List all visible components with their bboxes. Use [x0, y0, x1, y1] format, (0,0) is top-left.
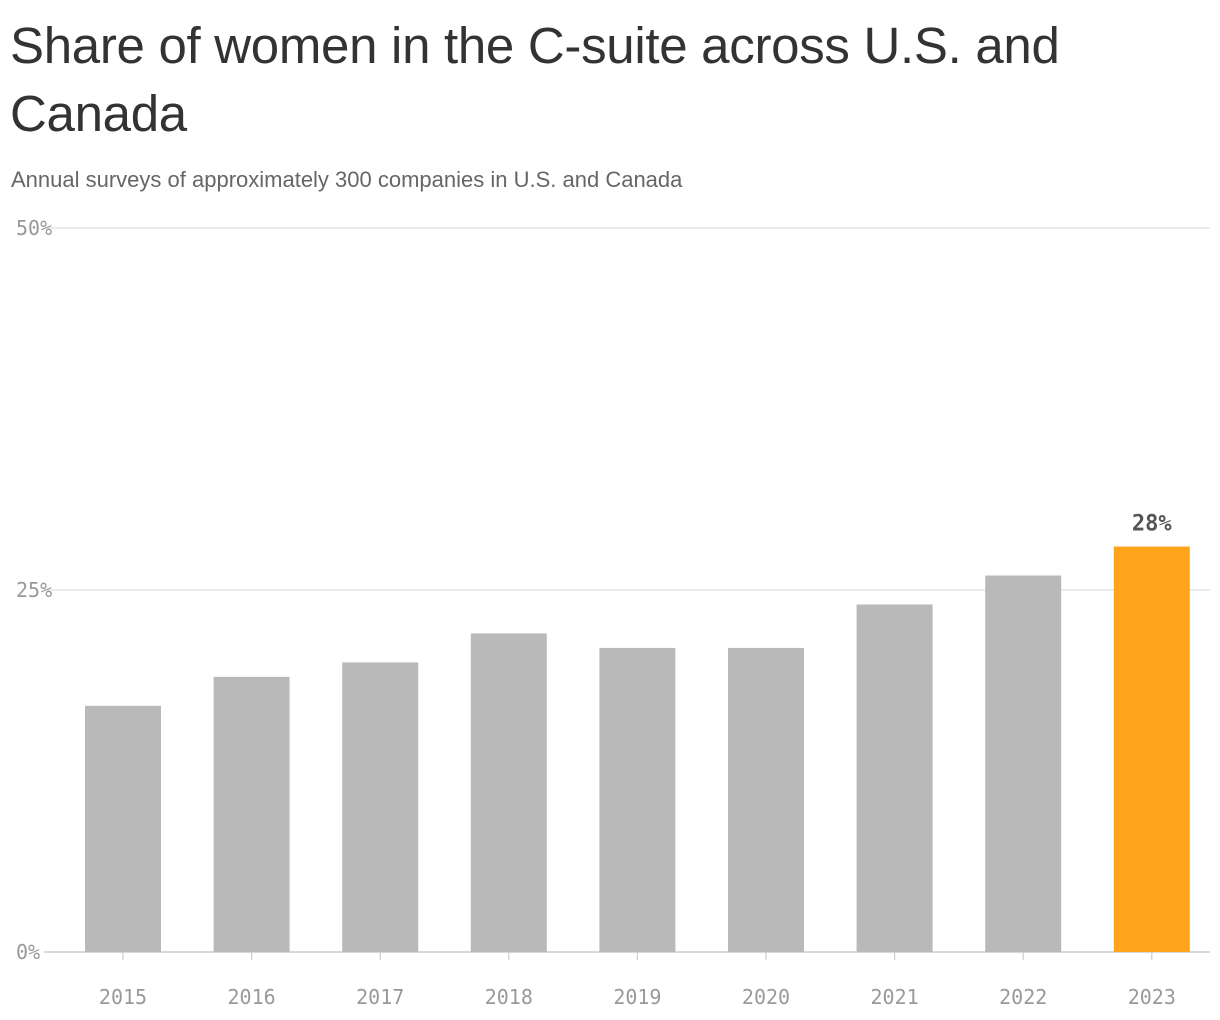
x-axis: 2015 2016 2017 2018 2019 2020 2021 2022 2023 [99, 952, 1176, 1009]
bar-2019 [599, 647, 676, 952]
x-tick-label-2017: 2017 [356, 985, 404, 1009]
x-tick-label-2018: 2018 [485, 985, 533, 1009]
bar-2020 [728, 647, 804, 952]
data-labels: 28% [1132, 512, 1172, 537]
bar-2015 [85, 705, 161, 952]
bar-2021 [856, 604, 933, 952]
x-tick-label-2022: 2022 [999, 985, 1047, 1009]
chart-title: Share of women in the C-suite across U.S… [10, 17, 1060, 142]
chart-subtitle: Annual surveys of approximately 300 comp… [11, 167, 683, 192]
bar-2017 [342, 662, 419, 952]
data-label-2023: 28% [1132, 512, 1172, 537]
y-tick-label: 0% [16, 940, 40, 964]
x-tick-label-2023: 2023 [1128, 985, 1176, 1009]
x-tick-label-2016: 2016 [228, 985, 276, 1009]
y-tick-label: 25% [16, 578, 52, 602]
x-tick-label-2019: 2019 [613, 985, 661, 1009]
x-tick-label-2020: 2020 [742, 985, 790, 1009]
bar-2023 [1113, 546, 1190, 952]
bar-2018 [470, 633, 547, 952]
x-tick-label-2015: 2015 [99, 985, 147, 1009]
y-tick-label: 50% [16, 216, 52, 240]
bar-2016 [213, 676, 290, 952]
x-tick-label-2021: 2021 [871, 985, 919, 1009]
bar-2022 [985, 575, 1062, 952]
bars [85, 546, 1190, 952]
